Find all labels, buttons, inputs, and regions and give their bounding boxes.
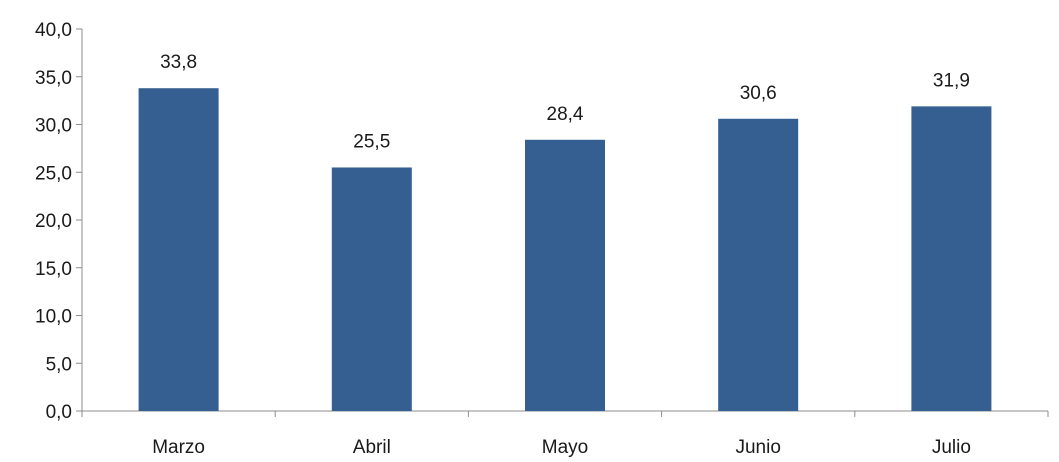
data-labels: 33,8 25,5 28,4 30,6 31,9 <box>160 52 970 152</box>
data-label: 28,4 <box>547 104 584 125</box>
y-axis: 0,0 5,0 10,0 15,0 20,0 25,0 30,0 35,0 40,0 <box>35 20 83 423</box>
y-tick-label: 10,0 <box>35 307 72 328</box>
y-tick-label: 40,0 <box>35 20 72 41</box>
x-tick-label: Marzo <box>152 437 205 457</box>
bars <box>138 88 992 412</box>
y-tick-label: 30,0 <box>35 116 72 137</box>
bar-julio <box>911 106 992 411</box>
y-tick-label: 15,0 <box>35 259 72 280</box>
x-tick-label: Abril <box>353 437 391 457</box>
x-axis: Marzo Abril Mayo Junio Julio <box>81 410 1049 458</box>
x-tick-label: Junio <box>735 437 780 457</box>
y-tick-label: 20,0 <box>35 211 72 232</box>
y-tick-label: 5,0 <box>46 354 72 375</box>
data-label: 31,9 <box>933 70 970 91</box>
y-tick-label: 0,0 <box>46 402 72 423</box>
bar-abril <box>331 167 412 411</box>
x-tick-label: Mayo <box>542 437 588 457</box>
y-tick-label: 35,0 <box>35 68 72 89</box>
bar-mayo <box>525 139 605 411</box>
bar-marzo <box>138 88 219 412</box>
data-label: 25,5 <box>353 131 390 152</box>
data-label: 30,6 <box>740 83 777 104</box>
bar-junio <box>718 118 799 412</box>
x-tick-label: Julio <box>932 437 971 457</box>
data-label: 33,8 <box>160 52 197 73</box>
y-tick-label: 25,0 <box>35 163 72 184</box>
